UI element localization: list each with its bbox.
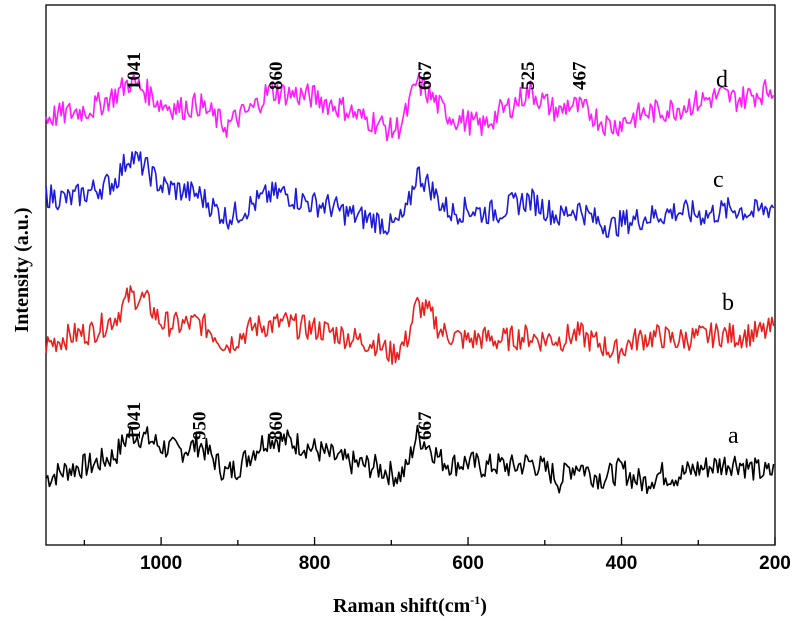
curve-label-d: d bbox=[716, 67, 728, 93]
x-tick-label: 1000 bbox=[140, 553, 182, 574]
series-line-a bbox=[45, 424, 775, 495]
peak-label-d-467: 467 bbox=[569, 61, 590, 90]
peak-label-d-1041: 1041 bbox=[124, 52, 145, 90]
plot-frame bbox=[45, 4, 776, 546]
x-tick-label: 600 bbox=[452, 553, 484, 574]
x-axis-title: Raman shift(cm-1) bbox=[333, 593, 487, 617]
x-tick-label: 200 bbox=[759, 553, 791, 574]
peak-label-d-667: 667 bbox=[415, 61, 436, 90]
x-axis-unit-close: ) bbox=[480, 595, 487, 617]
peak-label-d-525: 525 bbox=[518, 62, 539, 91]
curve-label-a: a bbox=[728, 423, 739, 449]
x-axis-label: Raman shift bbox=[333, 595, 438, 617]
y-axis-title: Intensity (a.u.) bbox=[11, 207, 33, 332]
x-tick-label: 800 bbox=[299, 553, 331, 574]
x-axis-unit: (cm bbox=[438, 595, 471, 617]
x-axis-unit-sup: -1 bbox=[470, 593, 480, 607]
series-group bbox=[45, 72, 775, 495]
curve-label-c: c bbox=[713, 167, 724, 193]
x-ticks bbox=[83, 537, 776, 545]
series-line-b bbox=[45, 285, 775, 365]
peak-label-a-860: 860 bbox=[266, 412, 287, 441]
x-tick-labels: 1000 800 600 400 200 bbox=[140, 553, 791, 574]
peak-label-a-667: 667 bbox=[415, 411, 436, 440]
peak-label-d-860: 860 bbox=[266, 62, 287, 91]
curve-label-b: b bbox=[722, 290, 734, 316]
peak-label-a-950: 950 bbox=[190, 412, 211, 441]
peak-labels: 1041 950 860 667 1041 860 667 525 467 bbox=[124, 52, 590, 440]
curve-labels: a b c d bbox=[713, 67, 739, 449]
x-tick-label: 400 bbox=[606, 553, 638, 574]
series-line-c bbox=[45, 150, 775, 238]
series-line-d bbox=[45, 72, 775, 142]
peak-label-a-1041: 1041 bbox=[124, 402, 145, 440]
